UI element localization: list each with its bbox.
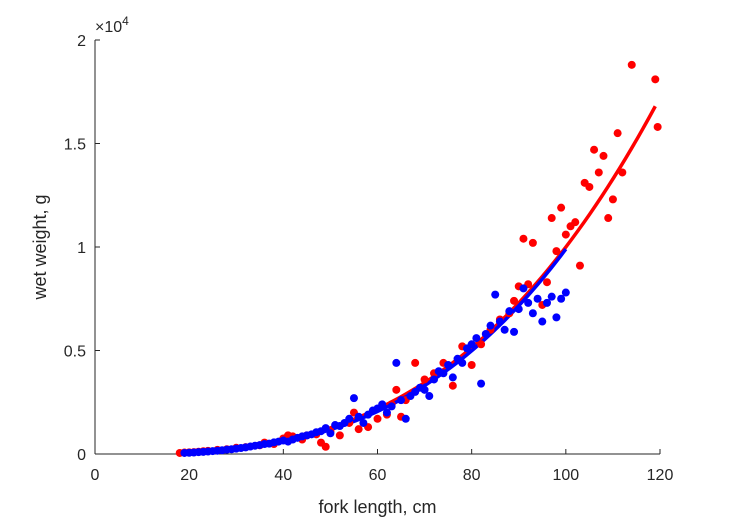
data-point-series-1: [613, 129, 622, 138]
data-point-series-2: [510, 327, 519, 336]
y-axis-label: wet weight, g: [30, 194, 50, 300]
y-tick-label: 1: [77, 240, 86, 257]
data-point-series-2: [430, 375, 438, 384]
data-point-series-2: [477, 379, 486, 388]
data-point-series-2: [500, 325, 509, 334]
data-points: [175, 60, 662, 457]
data-point-series-1: [604, 214, 613, 223]
x-tick-label: 100: [552, 467, 579, 484]
data-point-series-1: [575, 261, 584, 270]
data-point-series-1: [335, 431, 344, 440]
data-point-series-1: [420, 375, 429, 384]
fit-line-2: [184, 248, 568, 455]
data-point-series-1: [477, 340, 486, 349]
x-tick-label: 20: [180, 467, 198, 484]
data-point-series-2: [349, 394, 358, 403]
data-point-series-1: [627, 60, 636, 69]
data-point-series-1: [585, 182, 594, 191]
data-point-series-1: [557, 203, 566, 212]
data-point-series-2: [467, 340, 476, 349]
data-point-series-2: [561, 288, 570, 297]
data-point-series-2: [491, 290, 500, 299]
data-point-series-2: [444, 360, 453, 369]
y-tick-label: 2: [77, 33, 86, 50]
data-point-series-2: [481, 329, 490, 338]
data-point-series-1: [392, 385, 401, 394]
data-point-series-1: [599, 151, 608, 160]
data-point-series-1: [321, 442, 330, 451]
data-point-series-2: [472, 334, 481, 343]
data-point-series-2: [495, 317, 504, 326]
data-point-series-2: [359, 418, 368, 427]
data-point-series-2: [519, 284, 528, 293]
data-point-series-2: [528, 309, 537, 318]
data-point-series-1: [547, 214, 556, 223]
data-point-series-1: [373, 414, 382, 423]
data-point-series-1: [543, 278, 551, 287]
y-axis-exponent: ×104: [95, 14, 129, 36]
data-point-series-1: [510, 296, 519, 305]
fit-lines: [179, 105, 657, 455]
data-point-series-2: [448, 373, 457, 382]
data-point-series-2: [533, 294, 542, 303]
data-point-series-2: [486, 321, 495, 330]
data-point-series-2: [326, 429, 335, 438]
data-point-series-1: [653, 122, 662, 131]
x-tick-label: 60: [369, 467, 387, 484]
data-point-series-2: [543, 298, 551, 307]
data-point-series-2: [557, 294, 566, 303]
x-tick-label: 40: [274, 467, 292, 484]
data-point-series-2: [420, 385, 429, 394]
data-point-series-1: [571, 218, 580, 227]
data-point-series-2: [354, 412, 363, 421]
data-point-series-2: [524, 298, 533, 307]
data-point-series-1: [561, 230, 570, 239]
data-point-series-2: [425, 392, 434, 401]
data-point-series-2: [387, 402, 396, 411]
data-point-series-1: [651, 75, 660, 84]
data-point-series-2: [439, 369, 448, 378]
data-point-series-2: [321, 424, 330, 433]
axes: 0 20 40 60 80 100 120 0 0.5 1 1.5 2: [64, 33, 674, 484]
data-point-series-1: [594, 168, 603, 177]
x-tick-label: 120: [647, 467, 674, 484]
y-exponent-base: ×10: [95, 19, 122, 36]
data-point-series-1: [618, 168, 627, 177]
data-point-series-1: [528, 238, 537, 247]
data-point-series-2: [538, 317, 547, 326]
data-point-series-2: [505, 307, 514, 316]
data-point-series-1: [467, 360, 476, 369]
data-point-series-1: [411, 358, 420, 367]
x-tick-label: 80: [463, 467, 481, 484]
data-point-series-2: [345, 414, 354, 423]
data-point-series-2: [378, 400, 387, 409]
data-point-series-1: [354, 425, 363, 434]
y-tick-label: 1.5: [64, 137, 86, 154]
y-tick-label: 0: [77, 447, 86, 464]
x-tick-label: 0: [91, 467, 100, 484]
x-axis-label: fork length, cm: [318, 497, 436, 517]
y-exponent-power: 4: [122, 14, 129, 28]
data-point-series-1: [608, 195, 617, 204]
data-point-series-2: [397, 396, 406, 405]
y-tick-label: 0.5: [64, 344, 86, 361]
data-point-series-1: [552, 247, 561, 256]
data-point-series-1: [448, 381, 457, 390]
data-point-series-2: [401, 414, 410, 423]
labels: fork length, cm wet weight, g ×104: [30, 14, 437, 517]
fit-line-1: [179, 105, 657, 455]
data-point-series-2: [392, 358, 401, 367]
data-point-series-2: [382, 408, 391, 417]
data-point-series-2: [514, 305, 523, 314]
data-point-series-1: [590, 145, 599, 154]
data-point-series-1: [519, 234, 528, 243]
data-point-series-2: [458, 358, 467, 367]
data-point-series-2: [547, 292, 556, 301]
data-point-series-2: [552, 313, 561, 322]
